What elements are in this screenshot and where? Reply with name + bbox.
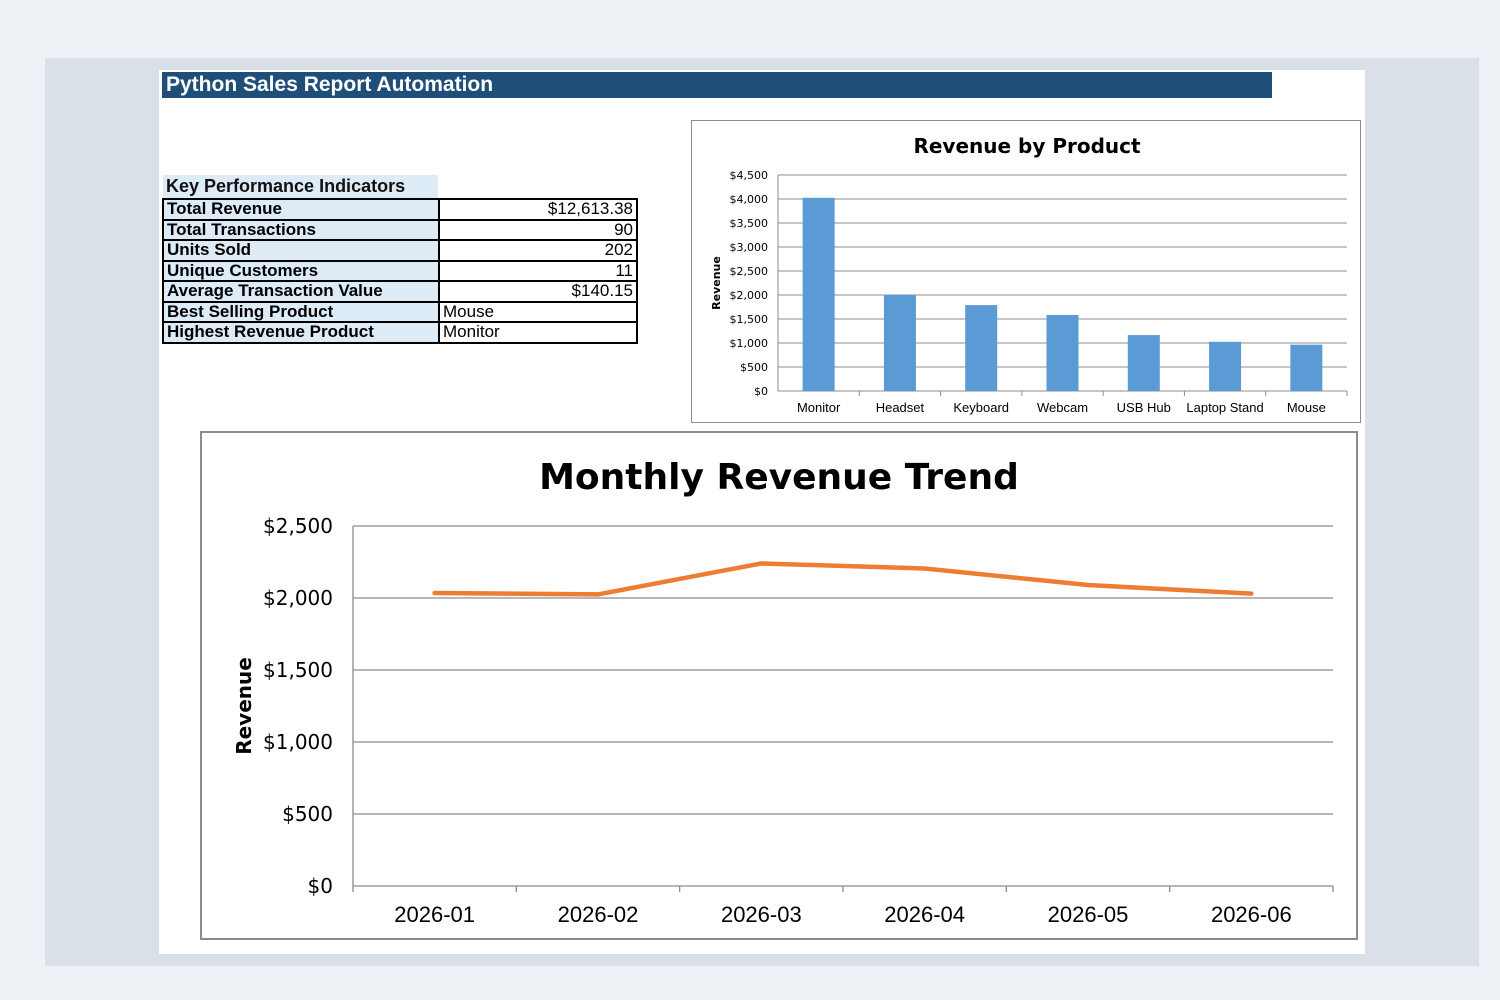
data-point [1249,591,1254,596]
y-tick-label: $1,500 [730,313,769,326]
y-tick-label: $500 [282,802,333,826]
y-tick-label: $1,500 [263,658,333,682]
y-tick-label: $3,000 [730,241,769,254]
y-tick-label: $4,500 [730,169,769,182]
kpi-row: Units Sold 202 [162,239,638,262]
bar-usb-hub [1127,335,1160,391]
kpi-table: Total Revenue $12,613.38 Total Transaction… [162,198,638,344]
bar-monitor [802,197,835,391]
kpi-value: 11 [438,259,638,282]
bar-laptop-stand [1209,341,1242,391]
kpi-label: Total Transactions [162,218,440,241]
y-tick-label: $4,000 [730,193,769,206]
y-tick-label: $1,000 [263,730,333,754]
x-tick-label: 2026-05 [1048,902,1129,927]
kpi-row: Total Transactions 90 [162,218,638,241]
x-tick-label: Headset [876,400,925,415]
x-tick-label: Keyboard [953,400,1009,415]
kpi-label: Highest Revenue Product [162,321,440,344]
revenue-by-product-chart: Revenue by Product $0 $500 $1,000 $1,500 $2,0… [691,120,1361,423]
y-tick-label: $2,500 [730,265,769,278]
kpi-value: Mouse [438,300,638,323]
bar-webcam [1046,314,1079,391]
kpi-label: Total Revenue [162,198,440,221]
y-tick-label: $0 [754,385,768,398]
kpi-value: Monitor [438,321,638,344]
kpi-row: Total Revenue $12,613.38 [162,198,638,221]
kpi-label: Units Sold [162,239,440,262]
x-tick-label: USB Hub [1117,400,1171,415]
kpi-row: Average Transaction Value $140.15 [162,280,638,303]
kpi-label: Best Selling Product [162,300,440,323]
data-point [432,590,437,595]
bar-headset [883,294,916,391]
y-axis-label: Revenue [710,256,723,310]
data-point [1086,583,1090,588]
x-tick-label: 2026-04 [884,902,965,927]
kpi-row: Best Selling Product Mouse [162,300,638,323]
x-tick-label: 2026-02 [558,902,639,927]
monthly-revenue-trend-chart: Monthly Revenue Trend $0 $500 $1,000 $1,500 $… [200,431,1358,940]
y-tick-label: $0 [308,874,333,898]
x-tick-label: Webcam [1037,400,1088,415]
bar-keyboard [965,305,998,391]
kpi-row: Highest Revenue Product Monitor [162,321,638,344]
x-tick-label: Monitor [797,400,841,415]
x-tick-label: Laptop Stand [1186,400,1263,415]
revenue-line [432,561,1254,597]
x-tick-label: 2026-01 [394,902,475,927]
kpi-value: $12,613.38 [438,198,638,221]
x-tick-label: 2026-06 [1211,902,1292,927]
kpi-value: 90 [438,218,638,241]
y-axis-label: Revenue [232,657,256,755]
revenue-by-product-svg: Revenue by Product $0 $500 $1,000 $1,500 $2,0… [710,134,1348,415]
report-title: Python Sales Report Automation [162,72,1272,98]
y-tick-label: $3,500 [730,217,769,230]
bar-mouse [1290,344,1323,391]
data-point [922,566,927,571]
data-point [759,561,764,566]
data-point [596,592,600,597]
kpi-value: 202 [438,239,638,262]
kpi-value: $140.15 [438,280,638,303]
chart-title: Revenue by Product [913,134,1141,158]
kpi-label: Unique Customers [162,259,440,282]
chart-title: Monthly Revenue Trend [539,457,1019,498]
y-tick-label: $2,500 [263,514,333,538]
y-tick-label: $2,000 [730,289,769,302]
y-tick-label: $2,000 [263,586,333,610]
kpi-row: Unique Customers 11 [162,259,638,282]
x-tick-label: Mouse [1287,400,1326,415]
monthly-revenue-trend-svg: Monthly Revenue Trend $0 $500 $1,000 $1,500 $… [232,457,1334,927]
kpi-header: Key Performance Indicators [163,175,438,198]
kpi-label: Average Transaction Value [162,280,440,303]
x-tick-label: 2026-03 [721,902,802,927]
y-tick-label: $1,000 [730,337,769,350]
y-tick-label: $500 [740,361,768,374]
